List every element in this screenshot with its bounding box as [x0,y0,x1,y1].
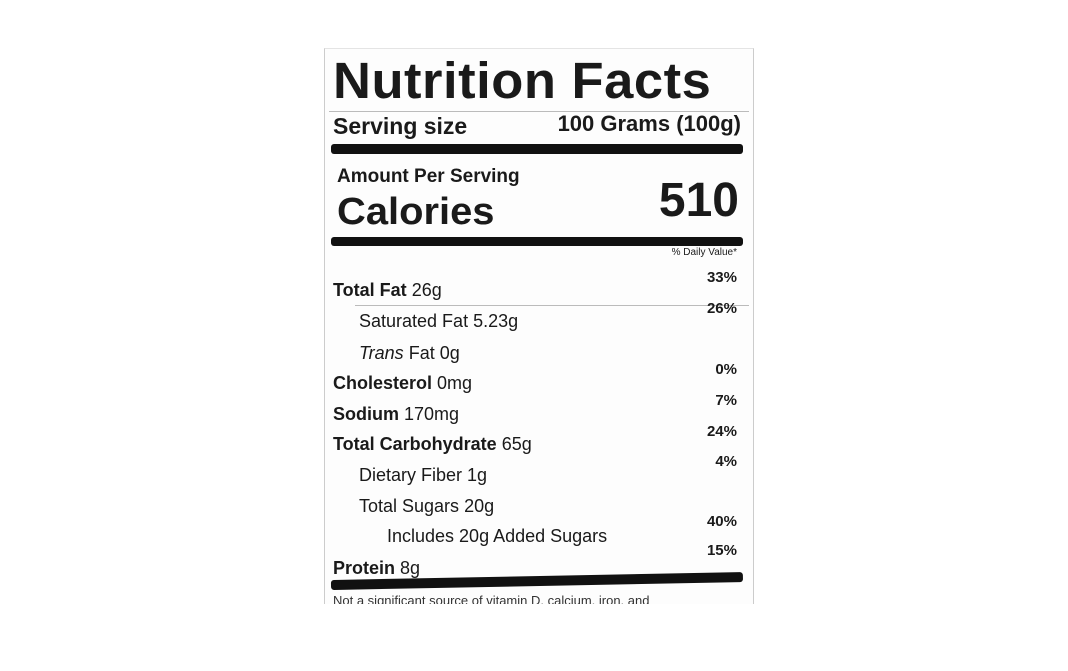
row-cholesterol: Cholesterol 0mg [333,373,473,393]
dv-saturated-fat: 26% [706,300,737,317]
row-added-sugars: Includes 20g Added Sugars [387,526,608,546]
footnote: Not a significant source of vitamin D, c… [333,593,650,604]
calories-label: Calories [337,191,495,233]
amount-per-serving: Amount Per Serving [337,166,520,187]
row-saturated-fat: Saturated Fat 5.23g [359,311,519,331]
serving-size-value: 100 Grams (100g) [557,111,741,136]
thick-divider [331,237,743,246]
dv-sodium: 7% [715,392,737,409]
row-trans-fat: Trans Fat 0g [359,343,460,363]
row-total-carbohydrate: Total Carbohydrate 65g [333,434,532,454]
dv-total-carbohydrate: 24% [706,423,737,440]
nutrition-facts-label: Nutrition Facts Serving size 100 Grams (… [324,48,754,604]
dv-cholesterol: 0% [715,361,737,378]
row-sodium: Sodium 170mg [333,404,460,424]
serving-size-label: Serving size [333,113,468,139]
calories-value: 510 [658,174,739,227]
divider [355,305,749,306]
row-dietary-fiber: Dietary Fiber 1g [359,465,488,485]
thick-divider [331,144,743,154]
row-protein: Protein 8g [333,558,421,578]
divider [329,111,749,112]
dv-dietary-fiber: 4% [715,453,737,470]
daily-value-header: % Daily Value* [671,247,737,258]
dv-protein: 15% [706,542,737,559]
row-total-sugars: Total Sugars 20g [359,496,495,516]
row-total-fat: Total Fat 26g [333,280,442,300]
dv-added-sugars: 40% [706,513,737,530]
dv-total-fat: 33% [706,269,737,286]
label-title: Nutrition Facts [333,52,712,109]
